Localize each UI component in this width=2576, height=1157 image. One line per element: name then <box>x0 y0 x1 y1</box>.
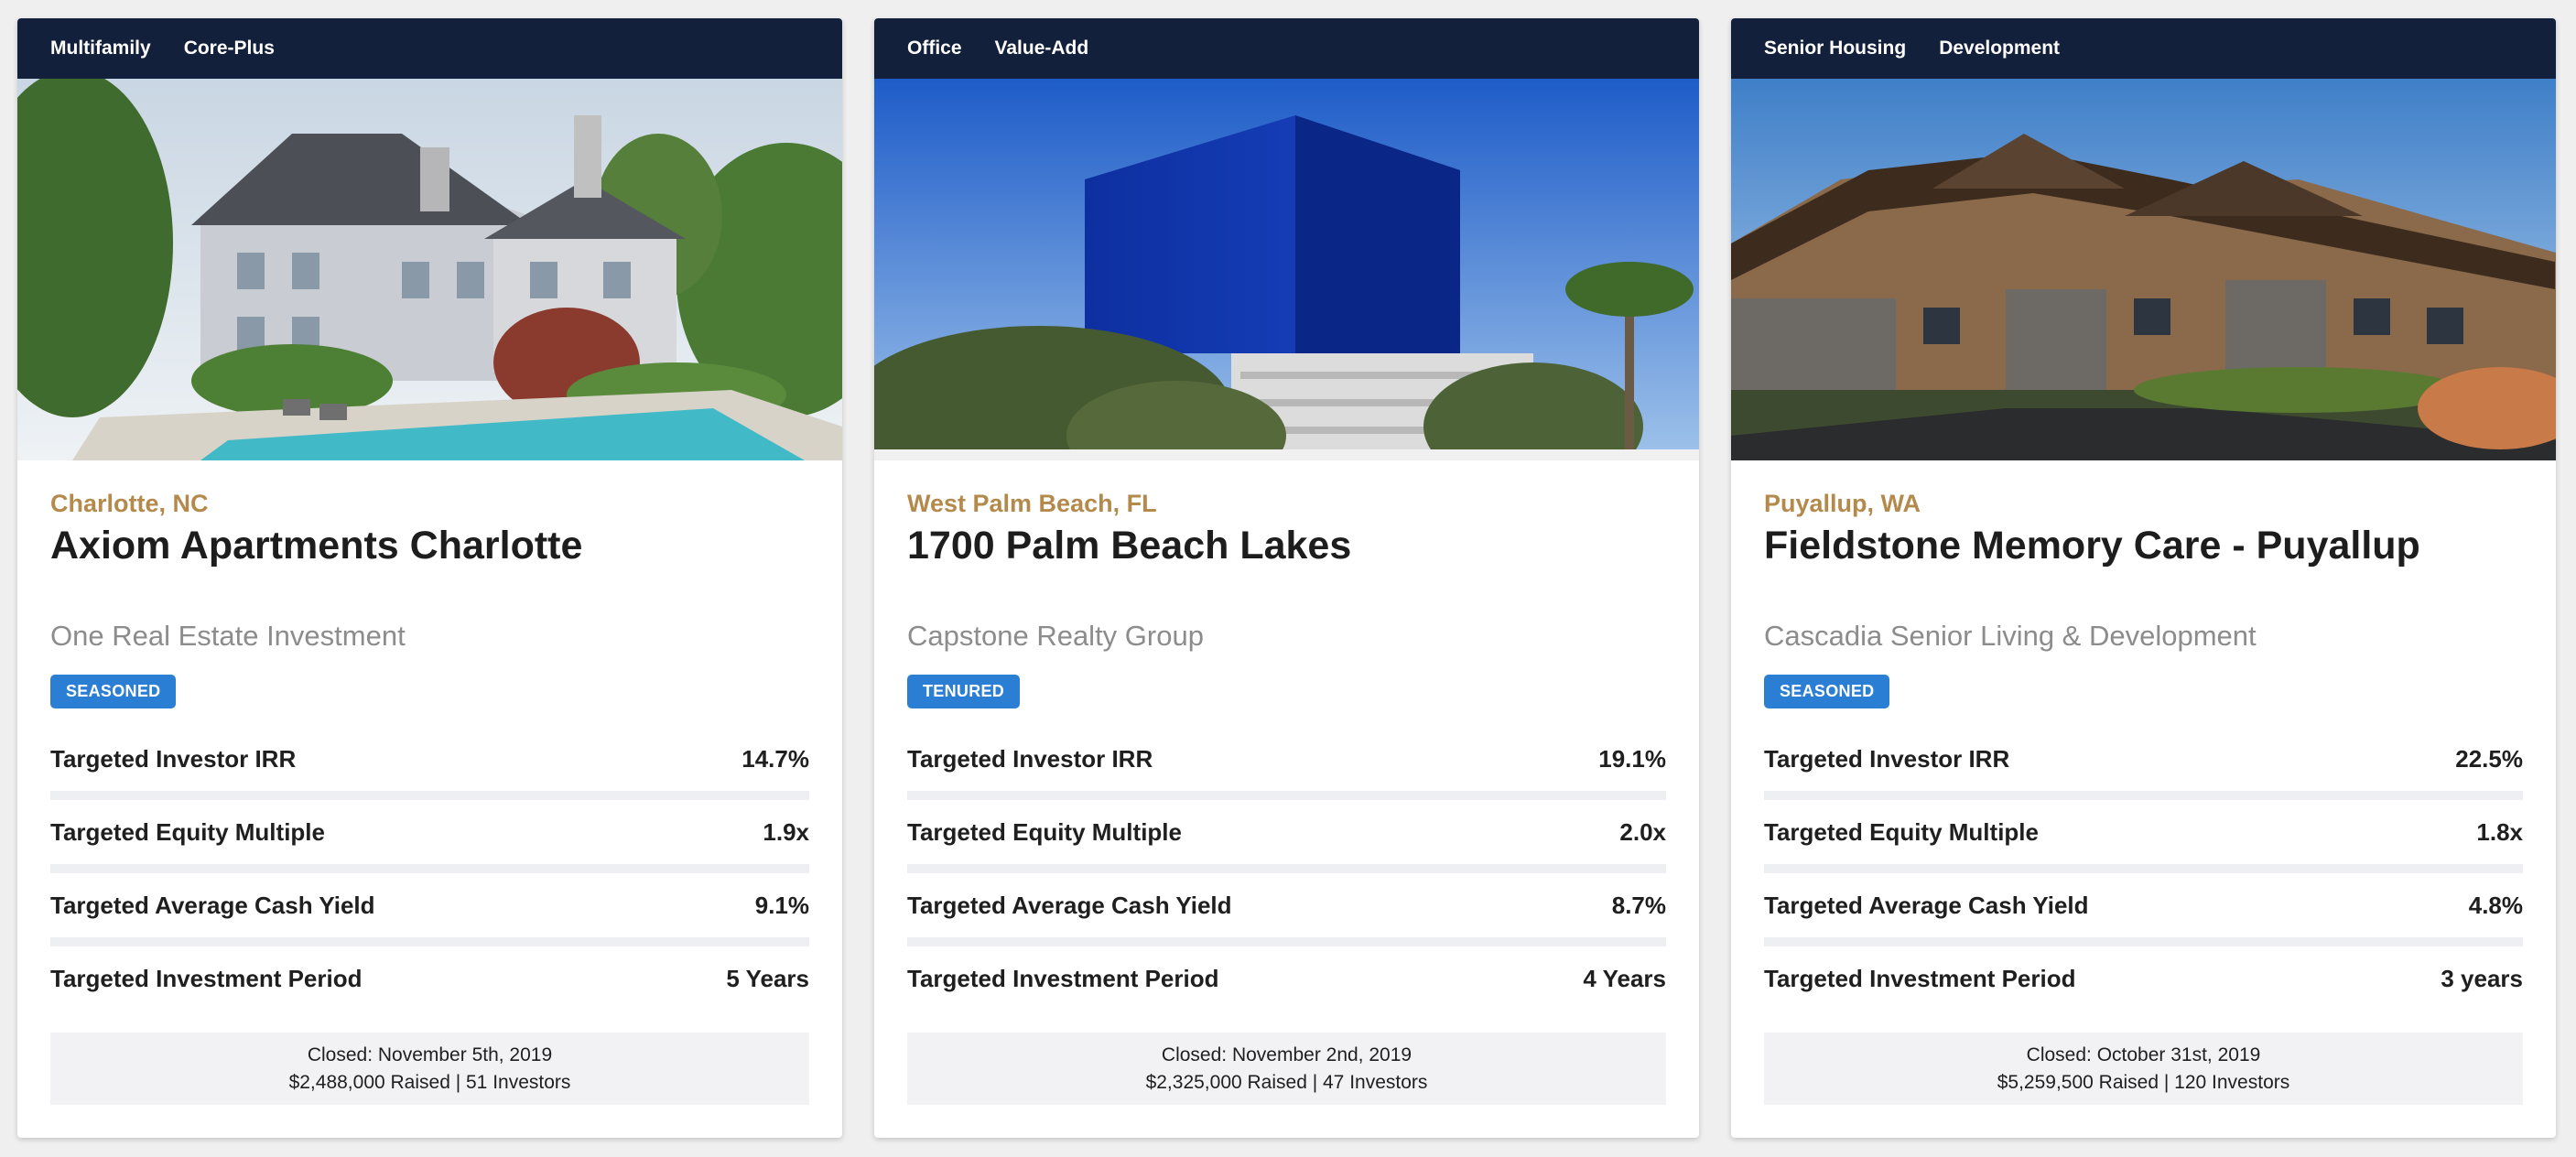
closed-date: Closed: November 5th, 2019 <box>307 1043 553 1065</box>
property-location: Charlotte, NC <box>50 490 209 517</box>
metric-value: 1.8x <box>2476 817 2523 846</box>
tag-strategy[interactable]: Value-Add <box>994 38 1089 59</box>
property-title[interactable]: 1700 Palm Beach Lakes <box>907 524 1352 568</box>
divider <box>1764 937 2523 946</box>
sponsor-status-badge: SEASONED <box>50 675 177 708</box>
offering-card-fieldstone[interactable]: Senior Housing Development <box>1731 18 2556 1138</box>
raised-summary: $2,488,000 Raised | 51 Investors <box>288 1071 571 1093</box>
sponsor-status-badge: TENURED <box>907 675 1021 708</box>
metric-investment-period: Targeted Investment Period 5 Years <box>50 946 809 1011</box>
metrics-list: Targeted Investor IRR 22.5% Targeted Equ… <box>1764 727 2523 1011</box>
metric-label: Targeted Investor IRR <box>907 744 1153 773</box>
metric-value: 19.1% <box>1598 744 1666 773</box>
metric-value: 1.9x <box>763 817 809 846</box>
sponsor-status-badge: SEASONED <box>1764 675 1890 708</box>
divider <box>50 791 809 800</box>
metric-value: 14.7% <box>741 744 809 773</box>
tag-asset-type[interactable]: Senior Housing <box>1764 38 1907 59</box>
tag-strategy[interactable]: Core-Plus <box>183 38 275 59</box>
tag-bar: Senior Housing Development <box>1731 18 2556 79</box>
offering-card-axiom[interactable]: Multifamily Core-Plus <box>17 18 842 1138</box>
metrics-list: Targeted Investor IRR 14.7% Targeted Equ… <box>50 727 809 1011</box>
metric-label: Targeted Investor IRR <box>1764 744 2010 773</box>
metric-label: Targeted Investor IRR <box>50 744 297 773</box>
offering-card-palm-beach-lakes[interactable]: Office Value-Add <box>874 18 1699 1138</box>
metric-irr: Targeted Investor IRR 14.7% <box>50 727 809 791</box>
divider <box>50 864 809 873</box>
tag-asset-type[interactable]: Multifamily <box>50 38 151 59</box>
tag-strategy[interactable]: Development <box>1939 38 2061 59</box>
metric-label: Targeted Equity Multiple <box>50 817 325 846</box>
divider <box>907 791 1666 800</box>
metric-cash-yield: Targeted Average Cash Yield 8.7% <box>907 873 1666 937</box>
property-location: Puyallup, WA <box>1764 490 1921 517</box>
closing-summary: Closed: November 2nd, 2019 $2,325,000 Ra… <box>907 1033 1666 1105</box>
property-photo[interactable] <box>874 79 1699 460</box>
divider <box>907 937 1666 946</box>
metric-label: Targeted Investment Period <box>50 964 363 992</box>
metric-value: 8.7% <box>1611 891 1666 919</box>
property-title[interactable]: Axiom Apartments Charlotte <box>50 524 583 568</box>
closed-date: Closed: October 31st, 2019 <box>2026 1043 2261 1065</box>
metric-label: Targeted Average Cash Yield <box>907 891 1232 919</box>
metric-label: Targeted Average Cash Yield <box>1764 891 2089 919</box>
metric-investment-period: Targeted Investment Period 3 years <box>1764 946 2523 1011</box>
tag-asset-type[interactable]: Office <box>907 38 962 59</box>
property-photo[interactable] <box>17 79 842 460</box>
property-photo[interactable] <box>1731 79 2556 460</box>
tag-bar: Office Value-Add <box>874 18 1699 79</box>
closing-summary: Closed: November 5th, 2019 $2,488,000 Ra… <box>50 1033 809 1105</box>
raised-summary: $2,325,000 Raised | 47 Investors <box>1145 1071 1428 1093</box>
sponsor-name[interactable]: One Real Estate Investment <box>50 620 406 652</box>
metric-value: 3 years <box>2441 964 2523 992</box>
metric-label: Targeted Investment Period <box>1764 964 2076 992</box>
closing-summary: Closed: October 31st, 2019 $5,259,500 Ra… <box>1764 1033 2523 1105</box>
metric-label: Targeted Equity Multiple <box>907 817 1182 846</box>
metric-value: 22.5% <box>2455 744 2523 773</box>
closed-date: Closed: November 2nd, 2019 <box>1161 1043 1412 1065</box>
metric-investment-period: Targeted Investment Period 4 Years <box>907 946 1666 1011</box>
metric-equity-multiple: Targeted Equity Multiple 1.9x <box>50 800 809 864</box>
tag-bar: Multifamily Core-Plus <box>17 18 842 79</box>
property-title[interactable]: Fieldstone Memory Care - Puyallup <box>1764 524 2420 568</box>
metric-value: 2.0x <box>1619 817 1666 846</box>
divider <box>1764 864 2523 873</box>
metric-label: Targeted Average Cash Yield <box>50 891 375 919</box>
raised-summary: $5,259,500 Raised | 120 Investors <box>1997 1071 2290 1093</box>
metric-label: Targeted Equity Multiple <box>1764 817 2039 846</box>
metric-value: 5 Years <box>726 964 809 992</box>
metric-irr: Targeted Investor IRR 19.1% <box>907 727 1666 791</box>
metric-cash-yield: Targeted Average Cash Yield 4.8% <box>1764 873 2523 937</box>
sponsor-name[interactable]: Cascadia Senior Living & Development <box>1764 620 2257 652</box>
divider <box>1764 791 2523 800</box>
metric-value: 4.8% <box>2468 891 2523 919</box>
metric-value: 4 Years <box>1583 964 1666 992</box>
metric-equity-multiple: Targeted Equity Multiple 2.0x <box>907 800 1666 864</box>
divider <box>50 937 809 946</box>
property-location: West Palm Beach, FL <box>907 490 1157 517</box>
metric-equity-multiple: Targeted Equity Multiple 1.8x <box>1764 800 2523 864</box>
metric-label: Targeted Investment Period <box>907 964 1219 992</box>
metric-cash-yield: Targeted Average Cash Yield 9.1% <box>50 873 809 937</box>
sponsor-name[interactable]: Capstone Realty Group <box>907 620 1204 652</box>
metric-irr: Targeted Investor IRR 22.5% <box>1764 727 2523 791</box>
metric-value: 9.1% <box>754 891 809 919</box>
metrics-list: Targeted Investor IRR 19.1% Targeted Equ… <box>907 727 1666 1011</box>
divider <box>907 864 1666 873</box>
